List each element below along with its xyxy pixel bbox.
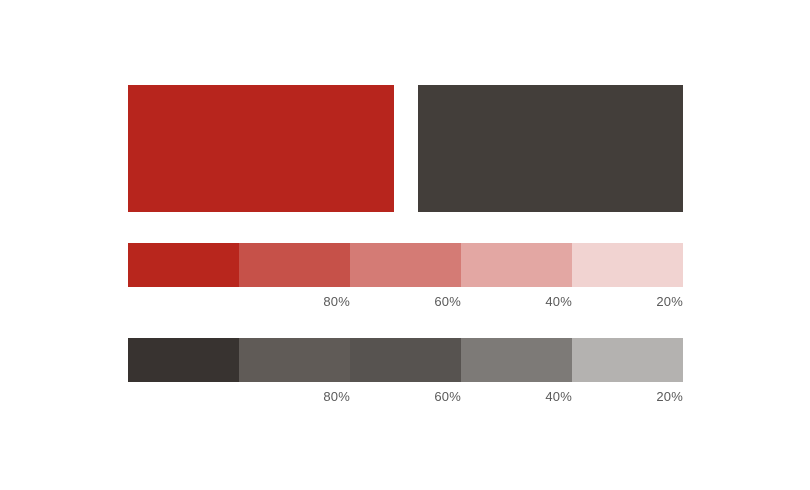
red-tint-100-label <box>128 294 239 309</box>
red-tint-20-label: 20% <box>656 294 683 309</box>
red-tint-40-label: 40% <box>545 294 572 309</box>
red-tint-60-swatch <box>350 243 461 287</box>
primary-color-swatch <box>128 85 394 212</box>
primary-swatch-row <box>128 85 683 212</box>
red-tint-60-label: 60% <box>434 294 461 309</box>
red-tint-100-swatch <box>128 243 239 287</box>
gray-tint-scale <box>128 338 683 382</box>
gray-tint-80-label: 80% <box>323 389 350 404</box>
palette-content: 80% 60% 40% 20% 80% 60% 40% 20% <box>128 85 683 404</box>
gray-tint-labels: 80% 60% 40% 20% <box>128 389 683 404</box>
gray-tint-80-swatch <box>239 338 350 382</box>
gray-tint-40-swatch <box>461 338 572 382</box>
secondary-color-swatch <box>417 85 683 212</box>
gray-tint-20-swatch <box>572 338 683 382</box>
red-tint-80-swatch <box>239 243 350 287</box>
red-tint-40-swatch <box>461 243 572 287</box>
red-tint-20-swatch <box>572 243 683 287</box>
red-tint-scale <box>128 243 683 287</box>
red-tint-labels: 80% 60% 40% 20% <box>128 294 683 309</box>
gray-tint-60-swatch <box>350 338 461 382</box>
gray-tint-40-label: 40% <box>545 389 572 404</box>
gray-tint-20-label: 20% <box>656 389 683 404</box>
red-tint-80-label: 80% <box>323 294 350 309</box>
gray-tint-60-label: 60% <box>434 389 461 404</box>
gray-tint-100-label <box>128 389 239 404</box>
gray-tint-100-swatch <box>128 338 239 382</box>
